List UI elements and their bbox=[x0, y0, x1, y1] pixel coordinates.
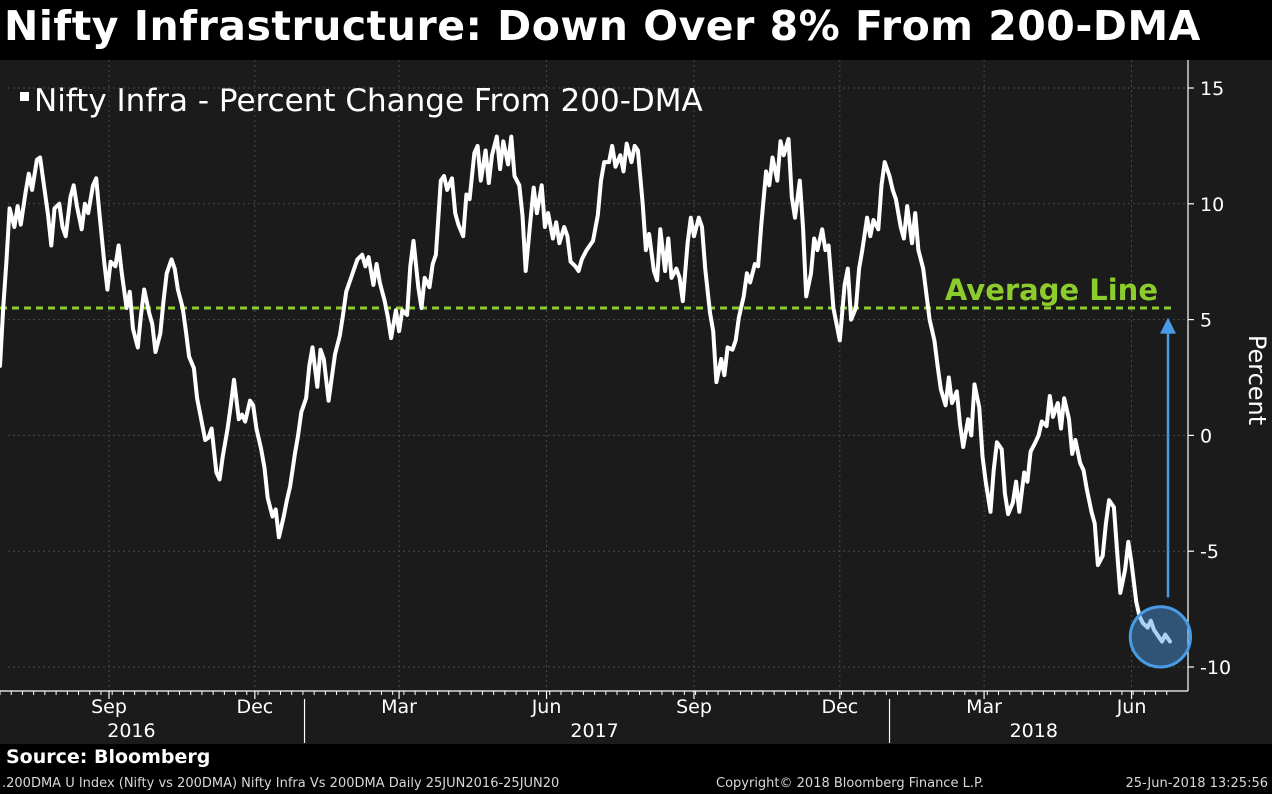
x-tick-label: Mar bbox=[966, 696, 1002, 718]
x-year-label: 2018 bbox=[1010, 720, 1058, 742]
y-tick-label: 5 bbox=[1200, 310, 1212, 332]
average-line-label: Average Line bbox=[945, 273, 1158, 307]
x-tick-label: Jun bbox=[1116, 696, 1147, 718]
x-tick-label: Mar bbox=[381, 696, 417, 718]
y-axis-label: Percent bbox=[1243, 335, 1271, 425]
x-year-label: 2016 bbox=[107, 720, 155, 742]
chart-title: Nifty Infrastructure: Down Over 8% From … bbox=[4, 2, 1201, 50]
y-tick-label: 15 bbox=[1200, 78, 1224, 100]
y-tick-label: -5 bbox=[1200, 541, 1219, 563]
x-tick-label: Sep bbox=[676, 696, 712, 718]
highlight-circle bbox=[1128, 605, 1192, 669]
legend-swatch bbox=[20, 92, 29, 101]
y-tick-label: -10 bbox=[1200, 657, 1231, 679]
chart-panel: 15 10 5 0 -5 -10 Percent Sep Dec Mar Jun Sep Dec Mar J… bbox=[0, 60, 1272, 744]
x-tick-label: Jun bbox=[531, 696, 562, 718]
x-tick-label: Sep bbox=[91, 696, 127, 718]
x-tick-label: Dec bbox=[236, 696, 273, 718]
y-tick-label: 10 bbox=[1200, 194, 1224, 216]
series-line bbox=[0, 134, 1172, 644]
timestamp: 25-Jun-2018 13:25:56 bbox=[1125, 776, 1268, 791]
y-tick-label: 0 bbox=[1200, 425, 1212, 447]
chart-svg: 15 10 5 0 -5 -10 Percent Sep Dec Mar Jun Sep Dec Mar J… bbox=[0, 60, 1271, 743]
source-label: Source: Bloomberg bbox=[6, 746, 211, 768]
legend-label: Nifty Infra - Percent Change From 200-DM… bbox=[34, 83, 703, 119]
x-tick-label: Dec bbox=[821, 696, 858, 718]
copyright-text: Copyright© 2018 Bloomberg Finance L.P. bbox=[716, 776, 984, 791]
ticker-info: .200DMA U Index (Nifty vs 200DMA) Nifty … bbox=[2, 776, 560, 791]
annotation-arrow-head bbox=[1160, 317, 1176, 334]
footer-bar: .200DMA U Index (Nifty vs 200DMA) Nifty … bbox=[0, 772, 1272, 794]
x-year-label: 2017 bbox=[570, 720, 618, 742]
